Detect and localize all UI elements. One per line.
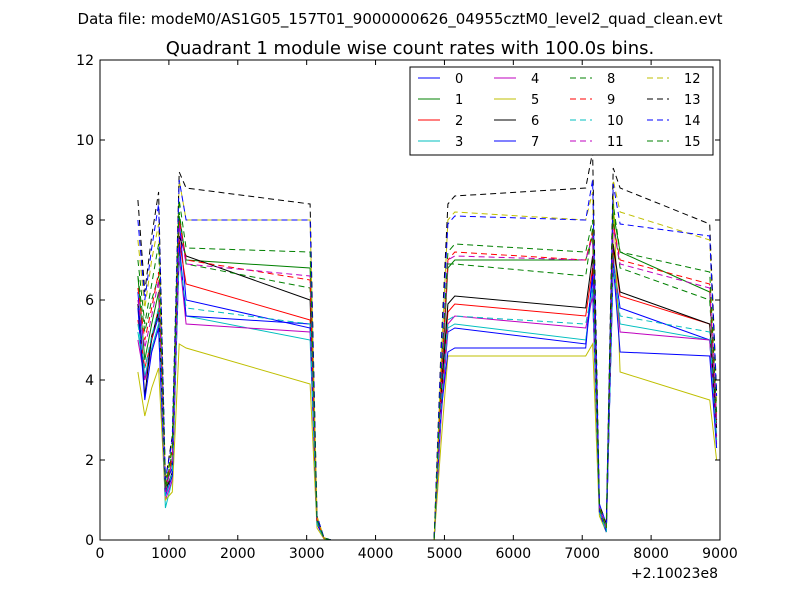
data-file-label: Data file: modeM0/AS1G05_157T01_90000006…: [78, 10, 723, 29]
legend-label-4: 4: [531, 72, 539, 87]
y-tick-label: 8: [85, 213, 94, 229]
legend-label-2: 2: [455, 114, 463, 129]
legend-label-1: 1: [455, 93, 463, 108]
x-tick-label: 0: [96, 546, 105, 562]
x-offset-label: +2.10023e8: [631, 566, 718, 582]
series-line-15: [137, 199, 718, 541]
tick-layer: 0 1000 2000 3000 4000 5000 6000 7000 8000 9000 0 2 4…: [76, 53, 738, 562]
x-tick-label: 8000: [633, 546, 669, 562]
chart-title: Quadrant 1 module wise count rates with …: [166, 38, 655, 59]
legend-label-3: 3: [455, 135, 463, 150]
y-tick-label: 2: [85, 453, 94, 469]
legend-label-5: 5: [531, 93, 539, 108]
legend-label-8: 8: [607, 72, 615, 87]
legend-label-7: 7: [531, 135, 539, 150]
y-tick-label: 4: [85, 373, 94, 389]
y-tick-label: 6: [85, 293, 94, 309]
legend-label-11: 11: [607, 135, 624, 150]
y-tick-label: 12: [76, 53, 94, 69]
x-tick-label: 6000: [496, 546, 532, 562]
legend-label-9: 9: [607, 93, 615, 108]
x-tick-label: 4000: [358, 546, 394, 562]
x-tick-label: 1000: [151, 546, 187, 562]
legend-box: [409, 66, 714, 156]
x-tick-label: 5000: [427, 546, 463, 562]
y-tick-label: 0: [85, 533, 94, 549]
x-tick-label: 2000: [220, 546, 256, 562]
legend-label-13: 13: [684, 93, 701, 108]
legend-label-6: 6: [531, 114, 539, 129]
x-tick-label: 7000: [564, 546, 600, 562]
y-tick-label: 10: [76, 133, 94, 149]
legend-label-14: 14: [684, 114, 701, 129]
legend-label-0: 0: [455, 72, 463, 87]
x-tick-label: 9000: [702, 546, 738, 562]
legend-label-15: 15: [684, 135, 701, 150]
legend-label-10: 10: [607, 114, 624, 129]
x-tick-label: 3000: [289, 546, 325, 562]
legend-label-12: 12: [684, 72, 701, 87]
